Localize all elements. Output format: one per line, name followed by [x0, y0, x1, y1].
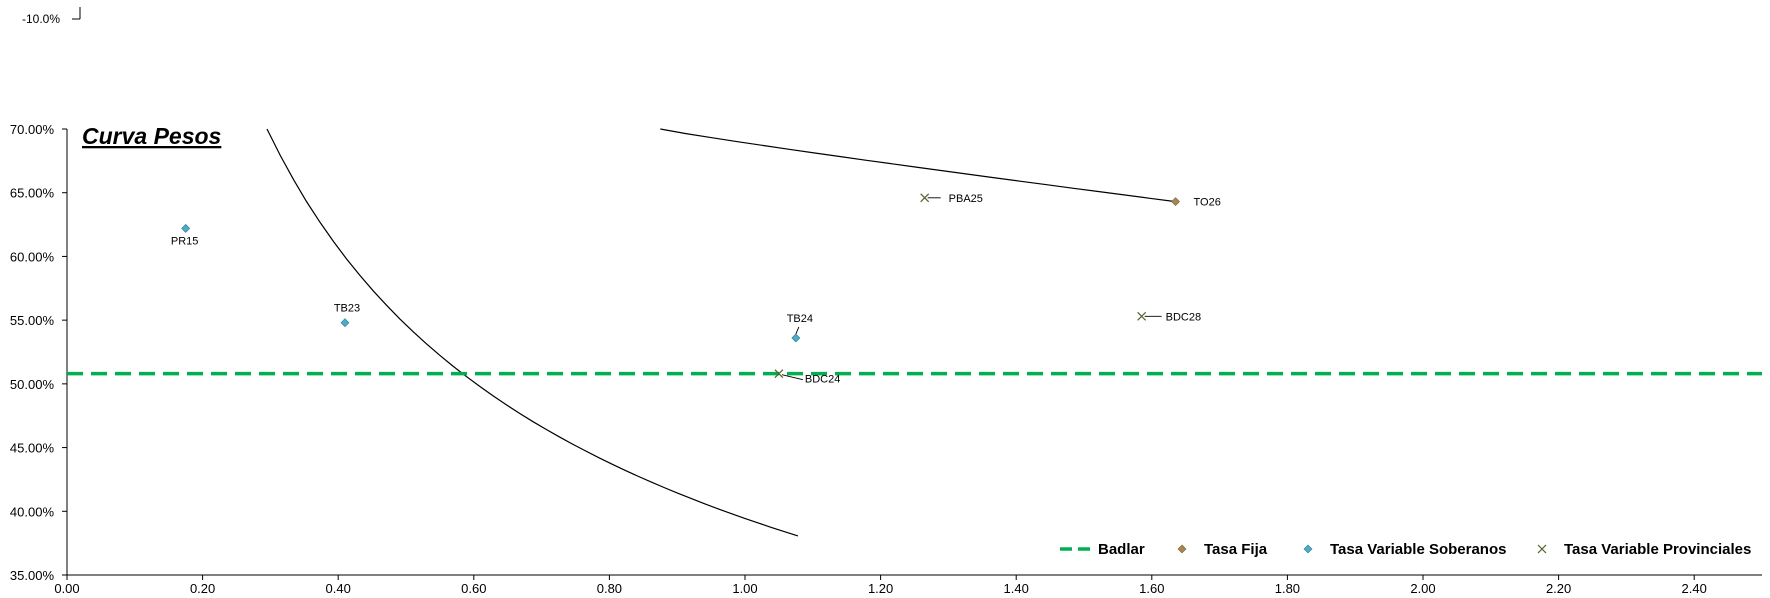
trend-line-tasa-fija — [660, 128, 1176, 203]
x-tick-label: 1.40 — [1004, 581, 1029, 596]
x-tick-label: 2.00 — [1410, 581, 1435, 596]
x-tick-label: 0.60 — [461, 581, 486, 596]
label-bdc24: BDC24 — [805, 374, 840, 386]
legend-tasa-variable-soberanos-label: Tasa Variable Soberanos — [1330, 541, 1506, 558]
legend: Badlar Tasa Fija Tasa Variable Soberanos Ta… — [1060, 541, 1751, 558]
point-to26 — [1171, 197, 1180, 207]
legend-tasa-variable-provinciales-swatch-stroke-b — [1537, 544, 1547, 554]
y-tick-label: 45.00% — [10, 441, 55, 456]
data-points — [181, 193, 1180, 379]
residual-tick-label: -10.0% — [22, 12, 60, 26]
point-pba25 — [920, 193, 930, 203]
x-tick-label: 2.20 — [1546, 581, 1571, 596]
label-to26: TO26 — [1194, 197, 1221, 209]
data-labels: TO26 PR15 TB23 TB24 PBA25 BDC24 BDC28 — [171, 193, 1221, 386]
x-tick-label: 1.00 — [732, 581, 757, 596]
legend-tasa-variable-provinciales-swatch — [1537, 544, 1547, 554]
y-tick-label: 40.00% — [10, 504, 55, 519]
label-tb23: TB23 — [334, 303, 360, 315]
x-tick-label: 1.60 — [1139, 581, 1164, 596]
point-bdc28 — [1137, 311, 1147, 321]
chart-title: Curva Pesos — [82, 123, 221, 149]
point-bdc24-stroke-b — [774, 369, 784, 379]
leader-bdc24 — [781, 374, 804, 381]
trend-line-curve — [266, 128, 799, 537]
y-tick-label: 65.00% — [10, 186, 55, 201]
point-pr15 — [181, 223, 191, 233]
legend-tasa-variable-soberanos-swatch — [1303, 544, 1313, 554]
x-tick-label: 0.20 — [190, 581, 215, 596]
x-tick-label: 0.80 — [597, 581, 622, 596]
point-tb24 — [791, 333, 801, 343]
point-bdc28-stroke-b — [1137, 311, 1147, 321]
x-tick-label: 1.20 — [868, 581, 893, 596]
leader-tb24 — [795, 326, 800, 335]
point-tb23 — [340, 318, 350, 328]
label-tb24: TB24 — [787, 313, 813, 325]
trend-lines — [266, 128, 1176, 537]
legend-badlar-label: Badlar — [1098, 541, 1145, 558]
y-tick-label: 60.00% — [10, 249, 55, 264]
legend-tasa-fija-swatch — [1177, 544, 1187, 554]
axes: 0.00 0.20 0.40 0.60 0.80 1.00 1.20 1.40 1.60 1.80… — [10, 122, 1762, 596]
label-pr15: PR15 — [171, 235, 199, 247]
point-pba25-stroke-b — [920, 193, 930, 203]
y-tick-label: 70.00% — [10, 122, 55, 137]
x-tick-label: 1.80 — [1275, 581, 1300, 596]
label-bdc28: BDC28 — [1166, 311, 1201, 323]
x-tick-label: 2.40 — [1682, 581, 1707, 596]
x-tick-label: 0.00 — [54, 581, 79, 596]
y-tick-label: 50.00% — [10, 377, 55, 392]
y-tick-label: 55.00% — [10, 313, 55, 328]
y-tick-label: 35.00% — [10, 568, 55, 583]
point-bdc24 — [774, 369, 784, 379]
label-pba25: PBA25 — [949, 193, 983, 205]
legend-tasa-variable-provinciales-label: Tasa Variable Provinciales — [1564, 541, 1751, 558]
legend-tasa-fija-label: Tasa Fija — [1204, 541, 1268, 558]
x-tick-label: 0.40 — [326, 581, 351, 596]
